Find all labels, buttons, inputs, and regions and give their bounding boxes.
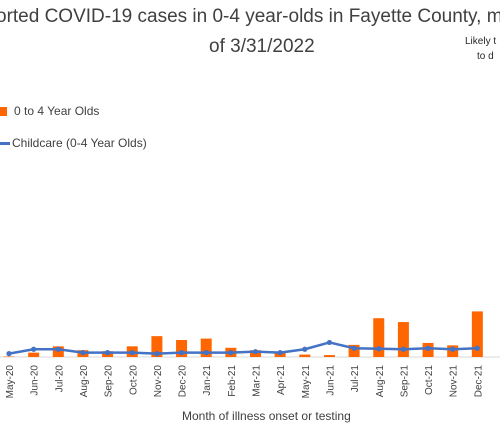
line-point-Oct-20: [129, 350, 135, 356]
x-tick-label-Jun-21: Jun-21: [325, 365, 336, 396]
chart-title-line1: orted COVID-19 cases in 0-4 year-olds in…: [0, 6, 500, 27]
x-tick-label-Sep-20: Sep-20: [104, 365, 115, 398]
x-tick-label-May-21: May-21: [301, 365, 312, 399]
line-point-Jul-20: [55, 346, 61, 352]
line-point-Sep-20: [105, 350, 111, 356]
x-tick-label-Jan-21: Jan-21: [202, 365, 213, 396]
x-tick-label-Oct-21: Oct-21: [424, 365, 435, 395]
bar-May-21: [299, 354, 311, 357]
x-tick-label-Dec-21: Dec-21: [473, 365, 484, 398]
x-tick-label-Jul-20: Jul-20: [54, 365, 65, 393]
line-point-Dec-20: [178, 350, 185, 356]
side-note-line2: to d: [477, 51, 494, 62]
x-tick-label-Sep-21: Sep-21: [399, 365, 410, 398]
line-point-Aug-21: [376, 346, 382, 352]
line-series-childcare: [8, 341, 478, 355]
x-tick-label-Feb-21: Feb-21: [227, 365, 238, 397]
bar-Jan-21: [200, 338, 212, 357]
bar-Sep-21: [397, 322, 409, 357]
line-point-Nov-20: [154, 351, 160, 357]
legend-entry-bar: 0 to 4 Year Olds: [0, 104, 99, 118]
x-tick-label-Oct-20: Oct-20: [128, 365, 139, 395]
x-tick-label-Jun-20: Jun-20: [30, 365, 41, 396]
line-point-Feb-21: [228, 350, 234, 356]
line-point-Jun-21: [326, 339, 333, 346]
x-tick-label-Aug-20: Aug-20: [79, 365, 90, 398]
x-tick-label-Aug-21: Aug-21: [375, 365, 386, 398]
line-point-Sep-21: [400, 346, 406, 352]
line-point-May-21: [302, 346, 308, 352]
line-point-Apr-21: [277, 350, 283, 356]
line-point-May-20: [6, 351, 12, 357]
legend-swatch-bar: [0, 106, 7, 116]
side-note-line1: Likely t: [465, 36, 497, 47]
line-point-Nov-21: [450, 346, 456, 352]
bar-Aug-21: [373, 318, 385, 357]
x-tick-label-Dec-20: Dec-20: [178, 365, 189, 398]
bar-Jun-20: [28, 352, 40, 357]
x-tick-label-Nov-20: Nov-20: [153, 365, 164, 398]
x-tick-label-Jul-21: Jul-21: [350, 365, 361, 393]
legend-label-bar: 0 to 4 Year Olds: [14, 104, 100, 118]
line-point-Dec-21: [474, 345, 480, 351]
x-tick-label-Apr-21: Apr-21: [276, 365, 287, 395]
bar-Dec-20: [176, 340, 188, 357]
line-point-Mar-21: [252, 349, 259, 355]
chart-title-line2: of 3/31/2022: [209, 36, 315, 57]
x-tick-label-Mar-21: Mar-21: [252, 365, 263, 397]
bar-Jun-21: [323, 355, 335, 357]
line-point-Jun-20: [31, 346, 37, 352]
line-point-Oct-21: [425, 345, 431, 351]
legend-label-line: Childcare (0-4 Year Olds): [12, 136, 147, 150]
line-point-Jul-21: [351, 345, 357, 351]
bar-Jul-21: [348, 344, 360, 357]
x-tick-label-Nov-21: Nov-21: [449, 365, 460, 398]
x-tick-label-May-20: May-20: [5, 365, 16, 399]
bar-Nov-20: [151, 336, 163, 357]
legend-swatch-line: [0, 141, 10, 145]
legend-entry-line: Childcare (0-4 Year Olds): [0, 136, 147, 150]
bar-Dec-21: [471, 311, 483, 357]
line-point-Aug-20: [80, 350, 86, 356]
line-point-Jan-21: [203, 350, 209, 356]
x-axis-label: Month of illness onset or testing: [182, 409, 351, 423]
